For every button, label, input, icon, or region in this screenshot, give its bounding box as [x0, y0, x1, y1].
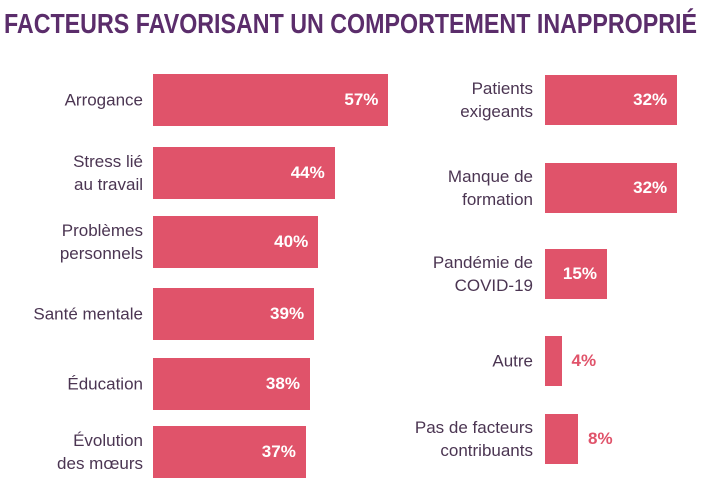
- bar: [153, 426, 306, 478]
- bar: [153, 358, 310, 410]
- bar: [545, 414, 579, 464]
- bar: [545, 336, 562, 386]
- chart-title: FACTEURS FAVORISANT UN COMPORTEMENT INAP…: [4, 8, 697, 39]
- title-box: FACTEURS FAVORISANT UN COMPORTEMENT INAP…: [4, 8, 697, 39]
- value-label: 38%: [265, 374, 300, 393]
- value-label: 15%: [562, 264, 597, 283]
- bar: [153, 147, 335, 199]
- bar: [153, 288, 315, 340]
- category-label: Problèmes personnels: [59, 221, 143, 263]
- category-label: Arrogance: [64, 90, 143, 110]
- value-label: 57%: [344, 90, 379, 109]
- category-label: Autre: [492, 351, 533, 371]
- value-label: 8%: [588, 429, 613, 448]
- category-label: Pas de facteurs contribuants: [414, 418, 533, 460]
- value-label: 44%: [290, 163, 325, 182]
- bar: [545, 163, 678, 213]
- bar: [545, 75, 678, 125]
- value-label: 32%: [633, 90, 668, 109]
- category-label: Patients exigeants: [460, 79, 533, 121]
- category-label: Stress lié au travail: [73, 152, 143, 194]
- value-label: 37%: [261, 442, 296, 461]
- category-label: Santé mentale: [33, 304, 143, 324]
- value-label: 32%: [633, 178, 668, 197]
- bar: [153, 74, 389, 126]
- value-label: 4%: [571, 351, 597, 370]
- bar: [545, 249, 607, 299]
- category-label: Éducation: [67, 374, 143, 394]
- value-label: 40%: [274, 232, 309, 251]
- category-label: Manque de formation: [447, 167, 533, 209]
- value-label: 39%: [270, 304, 305, 323]
- category-label: Pandémie de COVID-19: [432, 253, 533, 295]
- bar: [153, 216, 319, 268]
- category-label: Évolution des mœurs: [57, 431, 143, 473]
